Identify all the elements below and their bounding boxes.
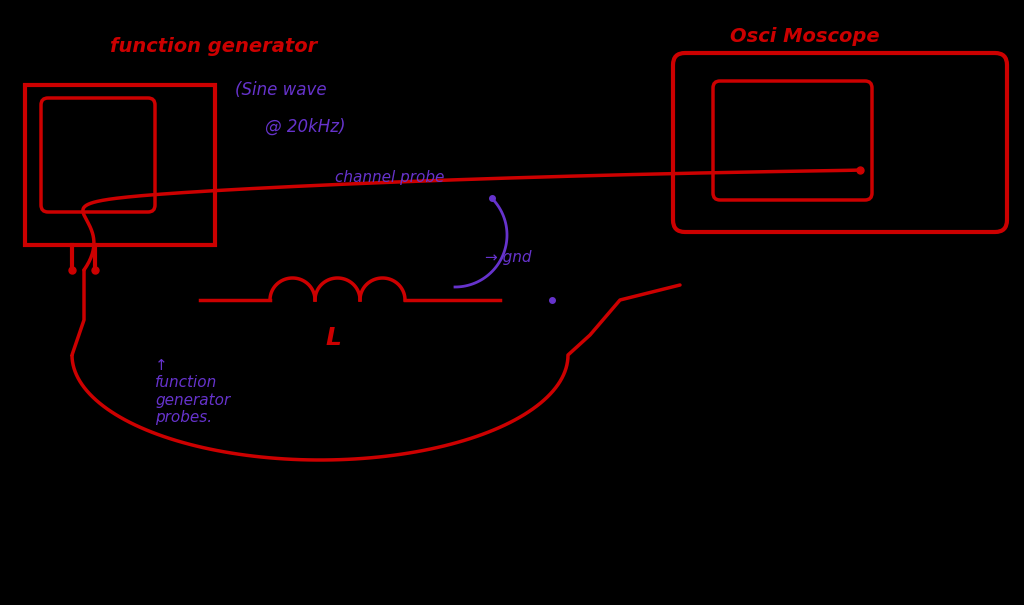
Text: @ 20kHz): @ 20kHz) (265, 118, 345, 136)
Text: ↑
function
generator
probes.: ↑ function generator probes. (155, 358, 230, 425)
Text: Osci Moscope: Osci Moscope (730, 27, 880, 46)
Text: → gnd: → gnd (485, 250, 531, 265)
Text: function generator: function generator (110, 37, 317, 56)
Text: (Sine wave: (Sine wave (234, 81, 327, 99)
Text: channel probe: channel probe (335, 170, 444, 185)
Text: L: L (325, 326, 341, 350)
